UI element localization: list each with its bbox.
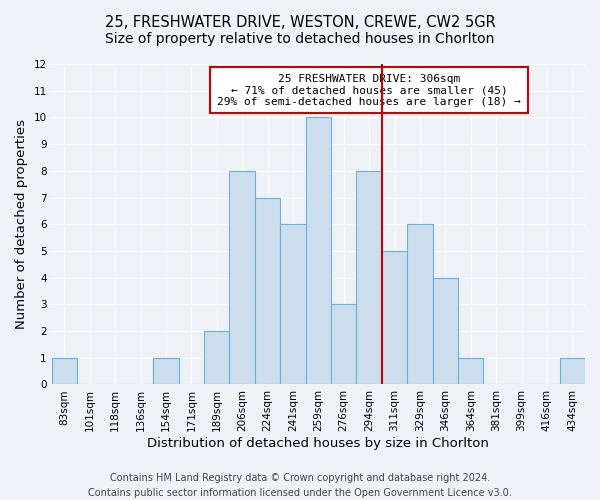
Bar: [458, 358, 484, 384]
Bar: [153, 358, 179, 384]
Text: Contains HM Land Registry data © Crown copyright and database right 2024.
Contai: Contains HM Land Registry data © Crown c…: [88, 472, 512, 498]
X-axis label: Distribution of detached houses by size in Chorlton: Distribution of detached houses by size …: [148, 437, 489, 450]
Bar: [204, 331, 229, 384]
Text: 25 FRESHWATER DRIVE: 306sqm
← 71% of detached houses are smaller (45)
29% of sem: 25 FRESHWATER DRIVE: 306sqm ← 71% of det…: [217, 74, 521, 107]
Text: Size of property relative to detached houses in Chorlton: Size of property relative to detached ho…: [106, 32, 494, 46]
Bar: [305, 118, 331, 384]
Bar: [382, 251, 407, 384]
Y-axis label: Number of detached properties: Number of detached properties: [15, 119, 28, 329]
Bar: [229, 171, 255, 384]
Bar: [255, 198, 280, 384]
Bar: [280, 224, 305, 384]
Bar: [331, 304, 356, 384]
Text: 25, FRESHWATER DRIVE, WESTON, CREWE, CW2 5GR: 25, FRESHWATER DRIVE, WESTON, CREWE, CW2…: [104, 15, 496, 30]
Bar: [560, 358, 585, 384]
Bar: [433, 278, 458, 384]
Bar: [356, 171, 382, 384]
Bar: [52, 358, 77, 384]
Bar: [407, 224, 433, 384]
